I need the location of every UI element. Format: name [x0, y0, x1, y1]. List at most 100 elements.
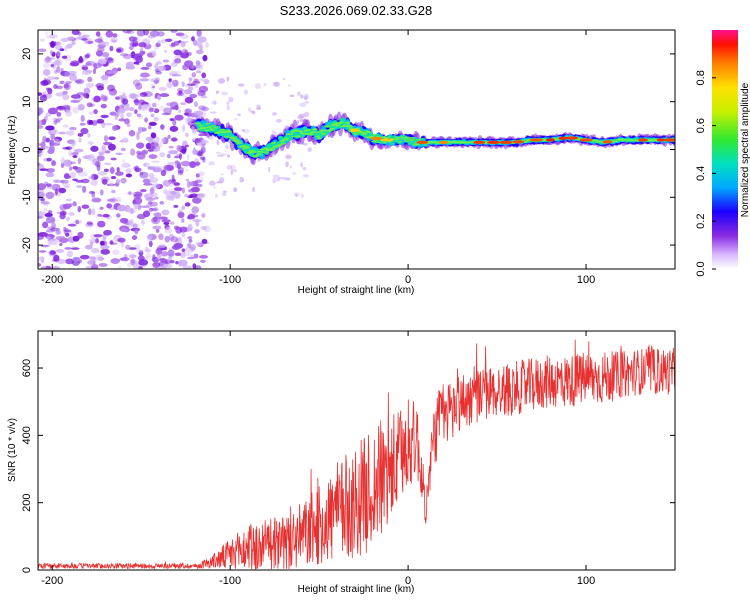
spectrogram-noise-blob — [126, 123, 131, 128]
spectrogram-signal-band — [614, 140, 620, 142]
colorbar-tick-label: 0.0 — [695, 261, 707, 276]
spectrogram-noise-blob — [295, 193, 298, 198]
spectrogram-noise-blob — [184, 117, 192, 124]
spectrogram-noise-blob — [215, 90, 219, 95]
spectrogram-noise-blob — [81, 204, 90, 209]
spectrogram-noise-blob — [184, 202, 191, 207]
spectrogram-noise-blob — [44, 212, 53, 218]
spectrogram-noise-blob — [164, 38, 173, 43]
spectrogram-noise-blob — [50, 64, 55, 67]
spectrogram-noise-blob — [141, 128, 146, 132]
spectrogram-noise-blob — [106, 183, 116, 187]
spectrogram-signal-band — [211, 124, 217, 127]
spectrogram-noise-blob — [148, 121, 157, 126]
spectrogram-noise-blob — [143, 30, 150, 36]
spectrogram-noise-blob — [66, 216, 70, 222]
spectrogram-noise-blob — [170, 42, 176, 47]
spectrogram-noise-blob — [163, 221, 170, 225]
spectrogram-noise-blob — [160, 137, 166, 143]
spectrogram-noise-blob — [194, 229, 200, 234]
spectrogram-noise-blob — [159, 200, 165, 205]
spectrogram-noise-blob — [69, 171, 76, 178]
spectrogram-noise-blob — [153, 79, 159, 85]
spectrogram-noise-blob — [90, 247, 100, 254]
spectrogram-noise-blob — [199, 254, 209, 259]
spectrogram-noise-blob — [278, 176, 286, 180]
spectrogram-noise-blob — [171, 244, 181, 250]
spectrogram-hot-spot — [546, 138, 555, 142]
spectrogram-noise-blob — [160, 258, 168, 263]
spectrogram-noise-blob — [192, 218, 202, 223]
spectrogram-noise-blob — [177, 166, 184, 174]
spectrogram-noise-blob — [82, 34, 90, 38]
spectrogram-noise-blob — [217, 154, 224, 158]
spectrogram-noise-blob — [132, 223, 138, 228]
spectrogram-y-label: Frequency (Hz) — [7, 116, 18, 185]
spectrogram-signal-band — [226, 130, 233, 133]
spectrogram-noise-blob — [202, 156, 206, 163]
spectrogram-noise-blob — [187, 117, 194, 123]
spectrogram-noise-blob — [199, 156, 206, 161]
spectrogram-signal-band — [315, 135, 321, 138]
spectrogram-noise-blob — [79, 254, 90, 260]
spectrogram-noise-blob — [98, 151, 105, 156]
spectrogram-noise-blob — [167, 134, 171, 139]
spectrogram-signal-band — [256, 153, 262, 155]
spectrogram-noise-blob — [80, 178, 90, 184]
spectrogram-hot-spot — [529, 138, 544, 142]
spectrogram-noise-blob — [276, 118, 282, 123]
spectrogram-noise-blob — [141, 220, 146, 226]
spectrogram-signal-band — [340, 117, 346, 122]
spectrogram-noise-blob — [192, 39, 198, 46]
colorbar-tick-label: 0.6 — [695, 118, 707, 133]
spectrogram-noise-blob — [177, 211, 185, 219]
spectrogram-noise-blob — [143, 162, 150, 168]
spectrogram-noise-blob — [182, 265, 193, 269]
spectrogram-noise-blob — [167, 249, 175, 257]
spectrogram-noise-blob — [179, 226, 188, 233]
spectrogram-noise-blob — [133, 94, 144, 98]
spectrogram-noise-blob — [77, 57, 84, 64]
spectrogram-x-tick-label: -200 — [41, 274, 63, 286]
spectrogram-noise-blob — [133, 99, 139, 103]
spectrogram-noise-blob — [165, 169, 171, 174]
spectrogram-noise-blob — [237, 83, 245, 87]
spectrogram-noise-blob — [72, 106, 79, 114]
spectrogram-noise-blob — [94, 160, 101, 168]
spectrogram-noise-blob — [85, 82, 95, 88]
spectrogram-signal-band — [407, 140, 413, 142]
spectrogram-noise-blob — [55, 41, 62, 46]
spectrogram-noise-blob — [166, 161, 176, 166]
spectrogram-noise-blob — [289, 94, 295, 98]
spectrogram-noise-blob — [82, 185, 87, 193]
spectrogram-noise-blob — [96, 85, 105, 91]
spectrogram-signal-band — [224, 135, 230, 138]
spectrogram-noise-blob — [188, 79, 192, 86]
spectrogram-noise-blob — [77, 31, 82, 36]
spectrogram-noise-blob — [108, 136, 116, 141]
spectrogram-noise-blob — [151, 85, 156, 89]
spectrogram-signal-band — [222, 131, 228, 134]
spectrogram-noise-blob — [181, 48, 188, 54]
spectrogram-noise-blob — [180, 254, 186, 259]
spectrogram-noise-blob — [91, 197, 102, 203]
spectrogram-noise-blob — [134, 167, 142, 173]
spectrogram-noise-blob — [144, 117, 149, 123]
spectrogram-noise-blob — [186, 256, 195, 260]
spectrogram-hot-spot — [638, 138, 648, 142]
spectrogram-noise-blob — [164, 226, 172, 234]
spectrogram-noise-blob — [55, 92, 65, 97]
spectrogram-noise-blob — [163, 107, 172, 115]
spectrogram-noise-blob — [39, 38, 45, 42]
spectrogram-noise-blob — [93, 62, 98, 71]
spectrogram-noise-blob — [163, 189, 168, 194]
spectrogram-noise-blob — [90, 175, 95, 180]
spectrogram-noise-blob — [168, 78, 172, 83]
spectrogram-noise-blob — [200, 154, 205, 160]
spectrogram-noise-blob — [72, 235, 80, 242]
spectrogram-noise-blob — [160, 39, 167, 44]
spectrogram-noise-blob — [153, 116, 159, 122]
spectrogram-signal-band — [420, 137, 426, 141]
spectrogram-noise-blob — [86, 102, 93, 108]
spectrogram-noise-blob — [97, 213, 103, 217]
